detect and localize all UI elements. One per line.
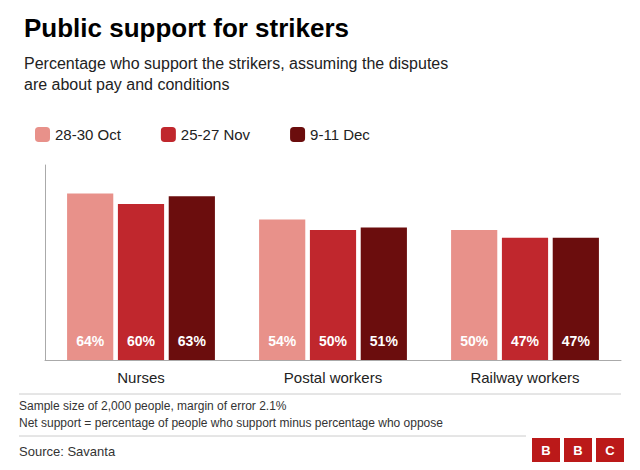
svg-text:9-11 Dec: 9-11 Dec	[310, 126, 370, 143]
svg-text:Nurses: Nurses	[117, 369, 165, 386]
svg-text:Source: Savanta: Source: Savanta	[19, 444, 116, 459]
svg-text:Postal workers: Postal workers	[284, 369, 382, 386]
svg-text:47%: 47%	[511, 333, 540, 349]
svg-text:63%: 63%	[178, 333, 207, 349]
svg-text:47%: 47%	[562, 333, 591, 349]
svg-text:C: C	[605, 443, 615, 458]
svg-text:51%: 51%	[370, 333, 399, 349]
svg-text:Percentage who support the str: Percentage who support the strikers, ass…	[24, 55, 448, 72]
svg-text:28-30 Oct: 28-30 Oct	[55, 126, 122, 143]
svg-text:54%: 54%	[268, 333, 297, 349]
svg-text:25-27 Nov: 25-27 Nov	[181, 126, 251, 143]
svg-text:B: B	[541, 443, 550, 458]
svg-text:50%: 50%	[319, 333, 348, 349]
svg-text:Railway workers: Railway workers	[470, 369, 579, 386]
svg-text:are about pay and conditions: are about pay and conditions	[24, 76, 229, 93]
svg-text:B: B	[573, 443, 582, 458]
svg-text:Public support for strikers: Public support for strikers	[24, 13, 349, 43]
svg-text:Sample size of 2,000 people, m: Sample size of 2,000 people, margin of e…	[19, 399, 287, 413]
svg-text:Net support = percentage of pe: Net support = percentage of people who s…	[19, 416, 443, 430]
svg-text:60%: 60%	[127, 333, 156, 349]
svg-text:64%: 64%	[76, 333, 105, 349]
svg-text:50%: 50%	[460, 333, 489, 349]
